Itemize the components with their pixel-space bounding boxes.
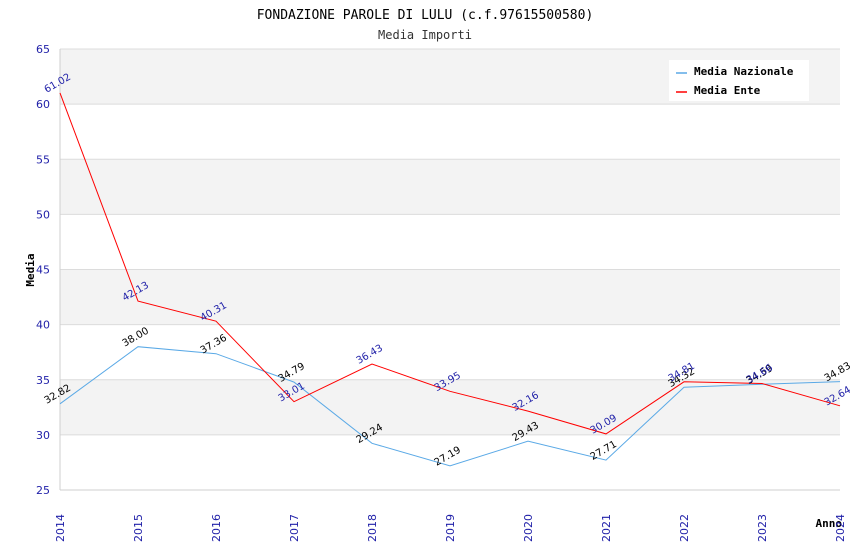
grid-band [60,214,840,270]
x-tick-labels: 2014 2015 2016 2017 2018 2019 2020 2021 2022 2023… [54,514,847,542]
chart-title: FONDAZIONE PAROLE DI LULU (c.f.976155005… [257,8,594,23]
grid-bands [60,48,840,491]
x-tick-label: 2021 [600,514,613,542]
x-tick-label: 2014 [54,514,67,542]
x-tick-label: 2022 [678,514,691,542]
series-line-media-ente [59,92,841,435]
series-lines [59,92,841,467]
grid-band [60,434,840,490]
y-tick-label: 60 [36,98,50,111]
x-tick-label: 2015 [132,514,145,542]
x-axis-label: Anno [816,517,843,530]
series-line-media-nazionale [59,346,841,467]
x-tick-label: 2023 [756,514,769,542]
legend-label-media-nazionale: Media Nazionale [694,65,794,78]
grid-band [60,159,840,215]
x-tick-label: 2024 [834,514,847,542]
y-tick-labels: 25 30 35 40 45 50 55 60 65 [36,43,50,497]
grid-band [60,269,840,325]
grid-band [60,379,840,435]
legend: Media Nazionale Media Ente [669,60,809,101]
y-tick-label: 30 [36,429,50,442]
x-tick-label: 2019 [444,514,457,542]
y-axis-label: Media [24,253,37,286]
x-tick-label: 2020 [522,514,535,542]
x-tick-label: 2018 [366,514,379,542]
y-tick-label: 35 [36,374,50,387]
y-tick-label: 50 [36,208,50,221]
x-tick-label: 2016 [210,514,223,542]
y-tick-label: 65 [36,43,50,56]
y-tick-label: 45 [36,264,50,277]
chart-subtitle: Media Importi [378,28,472,42]
legend-label-media-ente: Media Ente [694,84,761,97]
x-tick-label: 2017 [288,514,301,542]
grid-band [60,324,840,380]
y-tick-label: 55 [36,153,50,166]
y-tick-label: 25 [36,484,50,497]
grid-band [60,104,840,160]
legend-box [669,60,809,101]
y-tick-label: 40 [36,319,50,332]
plot-frame [59,49,840,491]
